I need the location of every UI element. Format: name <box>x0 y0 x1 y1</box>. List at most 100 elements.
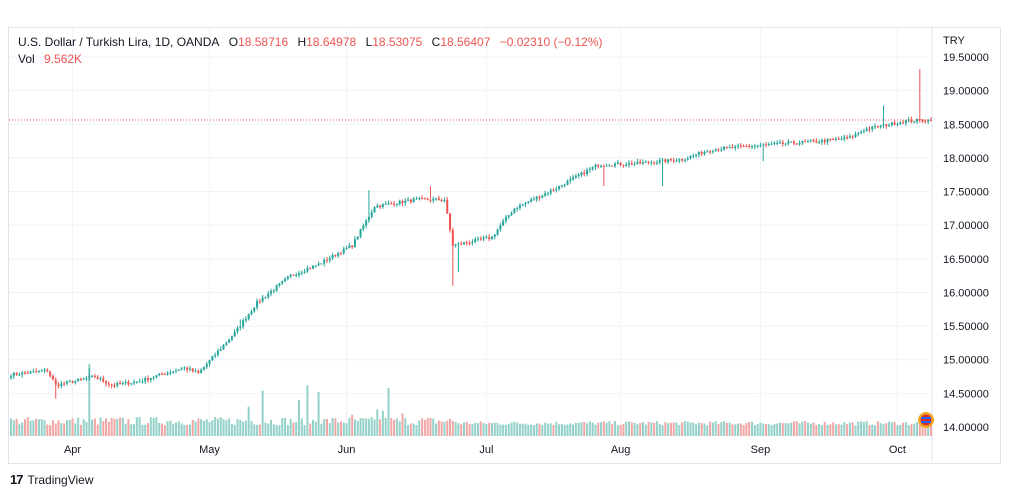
volume-bar <box>219 417 222 436</box>
candle-body <box>619 162 622 165</box>
candle-body <box>124 382 127 384</box>
candle-body <box>177 369 180 371</box>
candle-body <box>272 290 275 292</box>
volume-bar <box>289 418 292 436</box>
volume-bar <box>639 423 642 436</box>
volume-bar <box>893 421 896 436</box>
volume-bar <box>756 424 759 436</box>
candle-body <box>337 253 340 257</box>
candle-body <box>854 133 857 137</box>
volume-bar <box>390 418 393 436</box>
candle-body <box>191 368 194 372</box>
volume-bar <box>423 419 426 436</box>
time-axis[interactable]: Apr May Jun Jul Aug Sep Oct <box>64 444 906 456</box>
turkey-flag-icon[interactable] <box>918 412 934 428</box>
volume-bar <box>51 420 54 436</box>
volume-bar <box>158 422 161 436</box>
candle-body <box>862 130 865 132</box>
volume-bar <box>862 422 865 436</box>
candle-body <box>748 146 751 148</box>
volume-bar <box>107 421 110 436</box>
volume-bar <box>689 422 692 436</box>
candle-body <box>404 200 407 204</box>
volume-bar <box>809 423 812 436</box>
candle-body <box>510 212 513 216</box>
volume-bar <box>32 420 35 436</box>
candle-body <box>102 378 105 382</box>
candle-body <box>163 374 166 376</box>
volume-bar <box>242 421 245 436</box>
volume-bar <box>686 421 689 436</box>
volume-bar <box>781 423 784 436</box>
volume-bar <box>320 423 323 436</box>
footer[interactable]: 17 TradingView <box>10 472 94 487</box>
volume-bar <box>152 417 155 436</box>
candle-body <box>672 160 675 162</box>
candle-body <box>611 165 614 167</box>
candle-body <box>823 140 826 143</box>
candle-body <box>57 384 60 387</box>
volume-bar <box>331 418 334 436</box>
candle-body <box>476 238 479 240</box>
volume-bar <box>692 422 695 436</box>
candle-body <box>507 215 510 217</box>
candle-body <box>664 159 667 163</box>
candle-body <box>639 161 642 164</box>
volume-bar <box>815 425 818 436</box>
candle-body <box>147 378 150 381</box>
candle-body <box>331 255 334 259</box>
price-tick-label: 15.50000 <box>943 321 989 333</box>
volume-bar <box>208 422 211 436</box>
volume-bar <box>820 425 823 436</box>
candle-body <box>804 141 807 143</box>
volume-bar <box>619 424 622 436</box>
volume-bar <box>544 422 547 436</box>
volume-bar <box>57 420 60 436</box>
candle-body <box>183 367 186 369</box>
volume-bar <box>365 418 368 436</box>
volume-bar <box>625 421 628 436</box>
symbol-title[interactable]: U.S. Dollar / Turkish Lira, 1D, OANDA <box>18 35 220 49</box>
volume-bar <box>113 418 116 436</box>
volume-bar <box>857 421 860 436</box>
volume-bar <box>110 417 113 436</box>
volume-bar <box>147 423 150 436</box>
volume-bar <box>77 417 80 436</box>
candle-body <box>558 186 561 190</box>
volume-bar <box>745 422 748 436</box>
candle-body <box>432 198 435 201</box>
volume-bar <box>376 409 379 436</box>
candle-body <box>289 274 292 277</box>
candle-body <box>837 138 840 140</box>
volume-bar <box>837 424 840 436</box>
volume-bar <box>753 424 756 436</box>
candle-body <box>370 212 373 217</box>
candle-body <box>328 258 331 261</box>
volume-label[interactable]: Vol <box>18 52 35 66</box>
volume-bar <box>490 422 493 436</box>
candle-body <box>21 372 24 375</box>
volume-bar <box>667 423 670 436</box>
volume-bar <box>465 422 468 436</box>
volume-bar <box>381 410 384 436</box>
volume-bar <box>921 422 924 436</box>
volume-bar <box>401 413 404 436</box>
candle-body <box>465 242 468 244</box>
candle-body <box>577 175 580 177</box>
volume-bar <box>18 424 21 436</box>
volume-bar <box>678 425 681 436</box>
volume-bar <box>558 424 561 436</box>
volume-bar <box>602 421 605 436</box>
volume-bar <box>325 418 328 436</box>
price-axis[interactable]: TRY 19.50000 19.00000 18.50000 18.00000 17.5… <box>943 35 989 434</box>
candle-body <box>586 170 589 175</box>
candle-body <box>421 197 424 199</box>
volume-bar <box>614 421 617 436</box>
volume-bar <box>429 417 432 436</box>
volume-bar <box>457 423 460 436</box>
volume-bar <box>748 422 751 436</box>
candle-body <box>298 273 301 275</box>
volume-bar <box>728 422 731 436</box>
volume-bar <box>904 422 907 436</box>
